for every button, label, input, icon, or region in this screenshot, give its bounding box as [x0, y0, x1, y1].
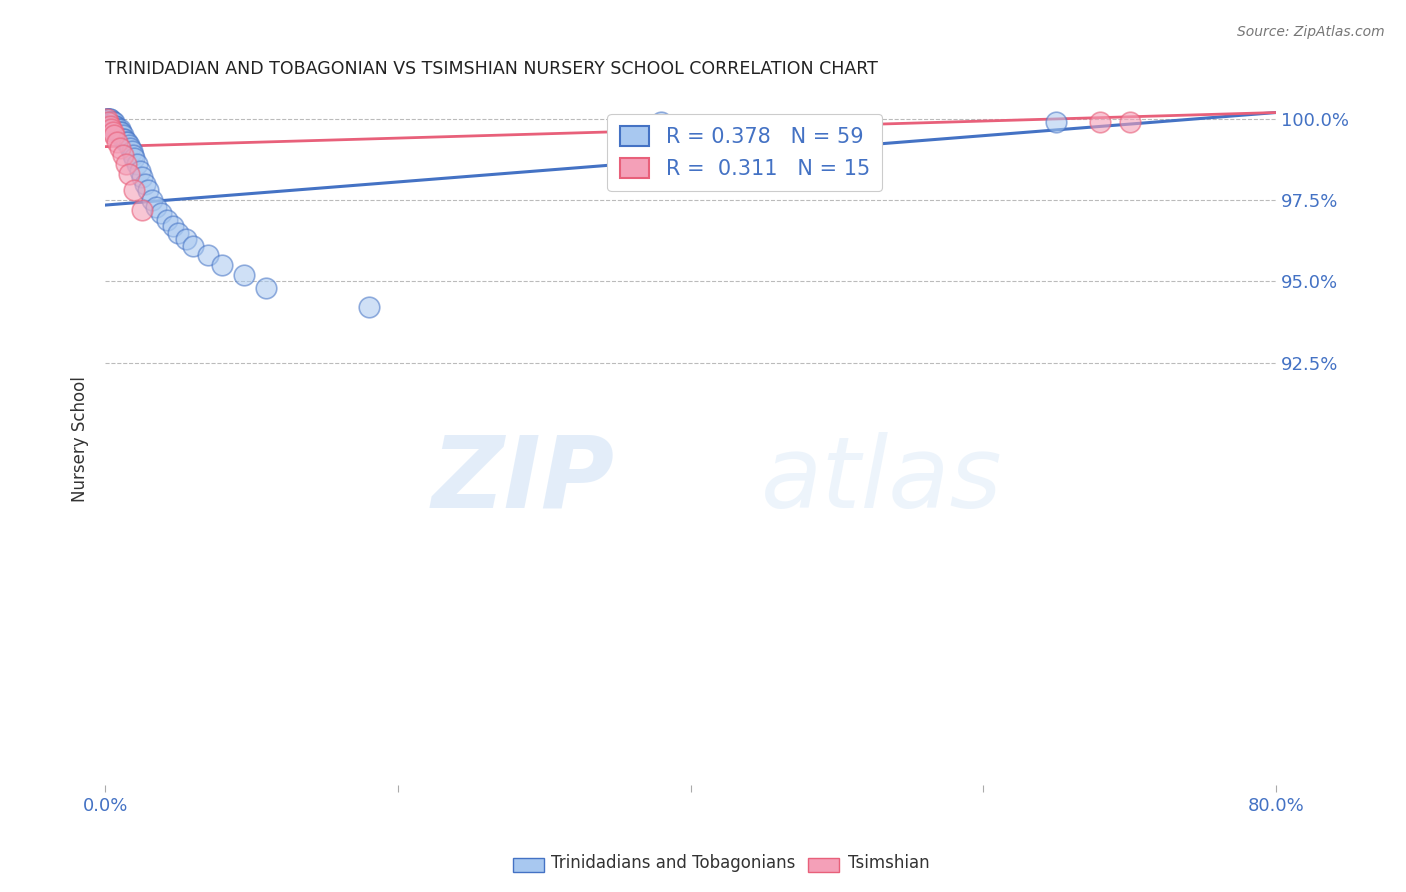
Text: ZIP: ZIP: [432, 432, 614, 529]
Point: [97, 115, 120, 129]
Point: [96, 112, 118, 126]
Point: [108, 141, 131, 155]
Point: [115, 135, 138, 149]
Point: [108, 125, 131, 139]
Point: [131, 170, 153, 185]
Text: atlas: atlas: [761, 432, 1002, 529]
Point: [108, 121, 131, 136]
Point: [134, 177, 156, 191]
Point: [136, 184, 159, 198]
Point: [181, 238, 204, 252]
Y-axis label: Nursery School: Nursery School: [72, 376, 89, 502]
Text: Trinidadians and Tobagonians: Trinidadians and Tobagonians: [551, 855, 796, 872]
Point: [103, 119, 125, 133]
Point: [101, 125, 124, 139]
Point: [97, 112, 120, 126]
Point: [98, 119, 121, 133]
Point: [1090, 115, 1112, 129]
Point: [149, 206, 172, 220]
Point: [97, 115, 120, 129]
Point: [105, 121, 128, 136]
Point: [162, 219, 184, 234]
Point: [96, 112, 118, 126]
Point: [211, 258, 233, 272]
Point: [103, 121, 125, 136]
Point: [98, 112, 121, 126]
Point: [197, 248, 219, 262]
Point: [167, 226, 190, 240]
Point: [97, 112, 120, 126]
Point: [233, 268, 256, 282]
Text: Source: ZipAtlas.com: Source: ZipAtlas.com: [1237, 25, 1385, 39]
Point: [97, 115, 120, 129]
Point: [124, 151, 146, 165]
Point: [174, 232, 197, 246]
Point: [117, 138, 139, 153]
Point: [131, 202, 153, 217]
Point: [127, 157, 149, 171]
Text: TRINIDADIAN AND TOBAGONIAN VS TSIMSHIAN NURSERY SCHOOL CORRELATION CHART: TRINIDADIAN AND TOBAGONIAN VS TSIMSHIAN …: [105, 60, 879, 78]
Point: [114, 157, 136, 171]
Legend: R = 0.378   N = 59, R =  0.311   N = 15: R = 0.378 N = 59, R = 0.311 N = 15: [607, 114, 883, 192]
Point: [96, 112, 118, 126]
Point: [112, 131, 135, 145]
Point: [141, 193, 163, 207]
Point: [105, 125, 128, 139]
Point: [96, 112, 118, 126]
Point: [110, 125, 132, 139]
Point: [357, 301, 380, 315]
Point: [650, 115, 672, 129]
Point: [103, 128, 125, 143]
Point: [120, 141, 142, 155]
Point: [107, 121, 129, 136]
Point: [104, 119, 127, 133]
Point: [114, 135, 136, 149]
Point: [122, 147, 145, 161]
Point: [124, 184, 146, 198]
Point: [111, 128, 134, 143]
Point: [100, 121, 122, 136]
Point: [107, 125, 129, 139]
Point: [104, 121, 127, 136]
Point: [98, 115, 121, 129]
Text: Tsimshian: Tsimshian: [848, 855, 929, 872]
Point: [1118, 115, 1140, 129]
Point: [101, 119, 124, 133]
Point: [156, 212, 179, 227]
Point: [1045, 115, 1067, 129]
Point: [101, 115, 124, 129]
Point: [117, 167, 139, 181]
Point: [121, 145, 143, 159]
Point: [100, 115, 122, 129]
Point: [98, 112, 121, 126]
Point: [129, 164, 152, 178]
Point: [111, 131, 134, 145]
Point: [254, 281, 277, 295]
Point: [103, 115, 125, 129]
Point: [100, 115, 122, 129]
Point: [105, 135, 128, 149]
Point: [145, 200, 167, 214]
Point: [101, 115, 124, 129]
Point: [104, 119, 127, 133]
Point: [111, 147, 134, 161]
Point: [100, 119, 122, 133]
